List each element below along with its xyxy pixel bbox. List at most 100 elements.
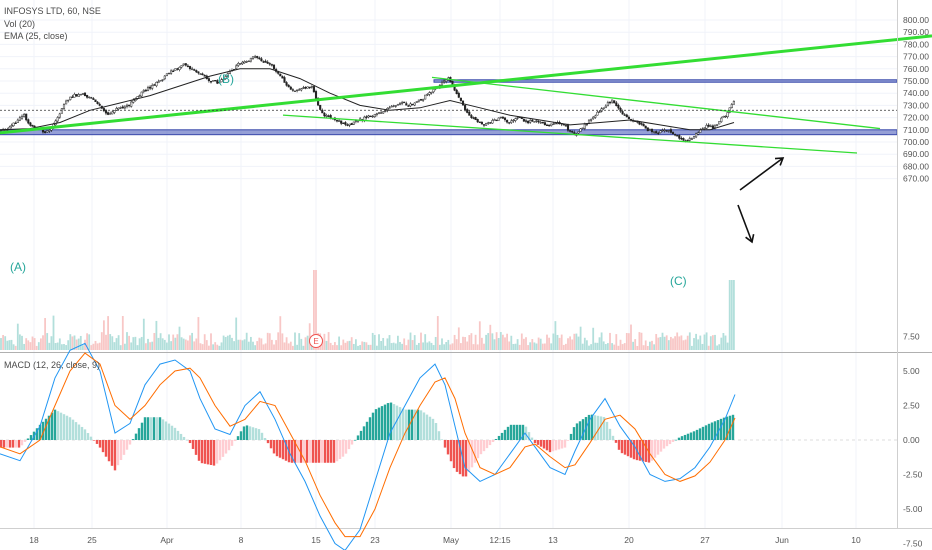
macd-histogram-bar [239,431,243,440]
candle-body [350,123,353,125]
volume-bar [88,334,91,350]
macd-histogram-bar [329,440,333,463]
upper-channel-line[interactable] [431,76,881,130]
earnings-marker[interactable]: E [309,334,323,348]
candle-body [92,98,95,100]
volume-bar [292,345,294,350]
macd-histogram-bar [431,418,435,440]
macd-histogram-bar [26,438,30,440]
macd-histogram-bar [719,418,723,440]
candle-body [522,119,525,122]
volume-bar [29,342,32,350]
time-tick-label: Jun [775,535,789,545]
candle-body [428,92,431,95]
lower-channel-line[interactable] [282,114,858,154]
candle-body [251,56,255,59]
candle-body [394,105,397,107]
volume-bar [453,334,456,350]
candle-body [539,122,542,124]
macd-histogram-bar [551,440,555,452]
time-axis[interactable]: 18 25 Apr 8 15 23 May 12:15 13 20 27 Jun 10 [29,535,861,545]
candlestick-series [0,54,735,143]
macd-histogram-bar [47,415,51,440]
volume-bar [596,342,599,350]
volume-bar [86,333,88,350]
volume-bar [670,336,672,350]
volume-bar [35,345,38,350]
volume-bar [613,344,616,350]
volume-bar [287,343,290,350]
candle-body [58,113,61,118]
volume-bar [352,343,355,350]
macd-histogram-bar [536,440,540,445]
candle-body [14,122,17,124]
candle-body [508,122,511,124]
macd-histogram-bar [698,428,702,440]
volume-bar [105,334,107,350]
macd-histogram-bar [134,433,138,440]
symbol-legend[interactable]: INFOSYS LTD, 60, NSE [4,6,101,16]
macd-histogram-bar [113,440,117,471]
volume-bar [659,337,662,350]
volume-bar [621,344,624,350]
volume-bar [182,338,185,350]
volume-bar [562,344,565,350]
volume-legend[interactable]: Vol (20) [4,19,35,29]
candle-body [552,123,555,126]
volume-bar [665,335,668,350]
macd-histogram-bar [704,425,708,440]
candle-body [497,117,500,121]
candle-body [107,112,110,115]
candle-body [25,113,28,121]
macd-histogram-bar [662,440,666,449]
volume-bar [342,339,345,350]
candle-body [277,71,280,74]
volume-bar [392,342,395,350]
candle-body [520,117,523,120]
candle-body [102,108,105,112]
candle-body [329,115,332,119]
candle-body [602,107,605,109]
rising-trendline[interactable] [0,34,932,135]
volume-bar [510,335,513,350]
candle-body [445,79,448,82]
macd-legend[interactable]: MACD (12, 26, close, 9) [4,360,100,370]
macd-histogram-bar [392,404,396,440]
volume-bar [331,345,334,350]
candle-body [474,117,477,121]
candle-body [422,99,425,101]
volume-bar [8,340,11,350]
candle-body [67,99,70,102]
volume-bar [63,344,65,350]
candle-body [485,123,488,126]
macd-histogram-bar [41,421,45,440]
macd-histogram-bar [668,440,672,445]
price-axis[interactable]: 800.00 790.00 780.00 770.00 760.00 750.00 740.… [903,15,929,184]
volume-bar [178,326,181,350]
macd-histogram-bar [179,433,183,440]
macd-axis[interactable]: 7.50 5.00 2.50 0.00 -2.50 -5.00 -7.50 [903,332,923,549]
volume-bar [506,333,508,350]
macd-histogram-bar [230,440,234,446]
volume-bar [712,335,714,350]
up-projection-arrow[interactable] [739,157,785,191]
macd-histogram-bar [422,412,426,440]
candle-body [193,69,196,71]
down-projection-arrow[interactable] [737,204,755,244]
candle-body [594,115,597,118]
macd-histogram-bar [353,440,357,441]
volume-bar [691,345,693,350]
volume-bar [581,343,584,350]
volume-bar [107,316,109,350]
candle-body [424,94,427,100]
candle-body [709,125,712,128]
candle-body [128,104,131,107]
support-zone[interactable] [0,129,898,136]
candle-body [426,94,429,96]
macd-tick-label: -7.50 [903,539,923,549]
candle-body [121,106,124,109]
ema-legend[interactable]: EMA (25, close) [4,31,68,41]
volume-bar [399,341,401,350]
candle-body [304,86,307,89]
